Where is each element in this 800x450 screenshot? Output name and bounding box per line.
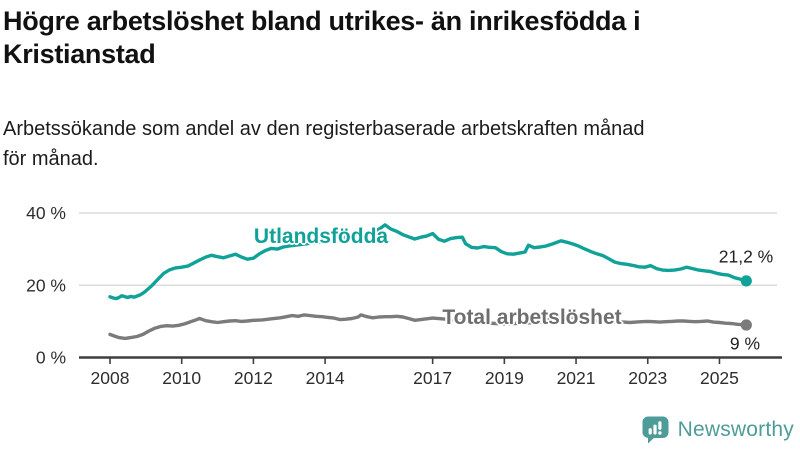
title-line-1: Högre arbetslöshet bland utrikes- än inr… xyxy=(3,6,641,36)
chart-subtitle: Arbetssökande som andel av den registerb… xyxy=(3,114,795,174)
x-tick-label: 2010 xyxy=(162,368,201,388)
subtitle-line-1: Arbetssökande som andel av den registerb… xyxy=(3,118,645,140)
series-end-dot-1 xyxy=(740,319,752,331)
x-tick-label: 2012 xyxy=(234,368,273,388)
x-tick-label: 2023 xyxy=(628,368,667,388)
end-value-total-arbetsloshet: 9 % xyxy=(729,333,761,354)
series-end-dot-0 xyxy=(740,275,752,287)
y-tick-label: 40 % xyxy=(26,203,66,223)
x-tick-label: 2019 xyxy=(485,368,524,388)
x-tick-label: 2008 xyxy=(91,368,130,388)
x-tick-label: 2014 xyxy=(306,368,345,388)
page-title: Högre arbetslöshet bland utrikes- än inr… xyxy=(3,5,795,71)
series-line-0 xyxy=(108,223,748,301)
newsworthy-logo[interactable]: Newsworthy xyxy=(641,414,794,446)
x-tick-label: 2017 xyxy=(413,368,452,388)
series-label-total-arbetsloshet: Total arbetslöshet xyxy=(442,306,622,329)
x-tick-label: 2021 xyxy=(557,368,596,388)
y-tick-label: 0 % xyxy=(36,348,66,368)
y-tick-label: 20 % xyxy=(26,275,66,295)
x-tick-label: 2025 xyxy=(700,368,739,388)
subtitle-line-2: för månad. xyxy=(3,148,99,170)
series-line-1 xyxy=(108,313,748,341)
bar-chart-speech-bubble-icon xyxy=(642,416,669,444)
title-line-2: Kristianstad xyxy=(3,39,156,69)
newsworthy-wordmark: Newsworthy xyxy=(677,418,794,441)
end-value-utlandsfodda: 21,2 % xyxy=(718,246,774,267)
series-label-utlandsfodda: Utlandsfödda xyxy=(253,225,389,248)
